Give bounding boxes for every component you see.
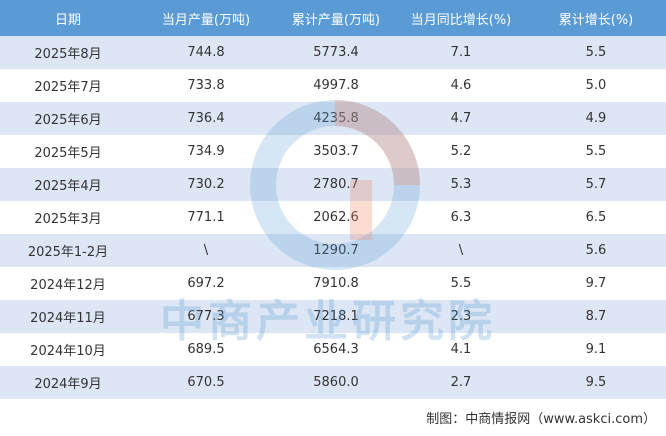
table-cell: 9.7 bbox=[585, 276, 607, 291]
table-cell: 2025年4月 bbox=[34, 179, 102, 194]
table-cell: 2024年9月 bbox=[34, 377, 102, 392]
table-cell: 8.7 bbox=[585, 309, 607, 324]
table-cell: 4.6 bbox=[450, 78, 472, 93]
table-cell: \ bbox=[458, 243, 464, 258]
table-cell: 7218.1 bbox=[313, 309, 359, 324]
table-row: 2024年11月 677.3 7218.1 2.3 8.7 bbox=[0, 300, 666, 333]
table-cell: 2062.6 bbox=[313, 210, 359, 225]
table-row: 2024年12月 697.2 7910.8 5.5 9.7 bbox=[0, 267, 666, 300]
table-cell: 2024年12月 bbox=[30, 278, 106, 293]
table-row: 2025年7月 733.8 4997.8 4.6 5.0 bbox=[0, 69, 666, 102]
table-cell: 744.8 bbox=[187, 45, 225, 60]
table-cell: 2.3 bbox=[450, 309, 472, 324]
table-cell: 2024年11月 bbox=[30, 311, 106, 326]
table-row: 2024年9月 670.5 5860.0 2.7 9.5 bbox=[0, 366, 666, 399]
table-cell: 5.5 bbox=[450, 276, 472, 291]
header-cell: 累计产量(万吨) bbox=[291, 12, 381, 28]
table-cell: 730.2 bbox=[187, 177, 225, 192]
table-cell: 5.2 bbox=[450, 144, 472, 159]
table-cell: 5860.0 bbox=[313, 375, 359, 390]
table-cell: 670.5 bbox=[187, 375, 225, 390]
header-cell: 累计增长(%) bbox=[558, 12, 634, 28]
table-cell: 1290.7 bbox=[313, 243, 359, 258]
footer-source: 制图：中商情报网（www.askci.com） bbox=[426, 412, 656, 427]
table-cell: 3503.7 bbox=[313, 144, 359, 159]
header-cell: 日期 bbox=[54, 12, 81, 28]
table-cell: 5.5 bbox=[585, 45, 607, 60]
table-cell: 5773.4 bbox=[313, 45, 359, 60]
table-cell: 2024年10月 bbox=[30, 344, 106, 359]
table-row: 2025年6月 736.4 4235.8 4.7 4.9 bbox=[0, 102, 666, 135]
table-cell: 2025年6月 bbox=[34, 113, 102, 128]
table-cell: 5.6 bbox=[585, 243, 607, 258]
table-cell: 7.1 bbox=[450, 45, 472, 60]
table-cell: 5.0 bbox=[585, 78, 607, 93]
table-row: 2025年8月 744.8 5773.4 7.1 5.5 bbox=[0, 36, 666, 69]
table-cell: 6.5 bbox=[585, 210, 607, 225]
table-cell: 4.1 bbox=[450, 342, 472, 357]
table-row: 2025年1-2月 \ 1290.7 \ 5.6 bbox=[0, 234, 666, 267]
table-cell: 7910.8 bbox=[313, 276, 359, 291]
table-cell: 2.7 bbox=[450, 375, 472, 390]
table-cell: 689.5 bbox=[187, 342, 225, 357]
table-cell: 677.3 bbox=[187, 309, 225, 324]
table-cell: 697.2 bbox=[187, 276, 225, 291]
table-row: 2025年3月 771.1 2062.6 6.3 6.5 bbox=[0, 201, 666, 234]
table-cell: 9.1 bbox=[585, 342, 607, 357]
header-cell: 当月产量(万吨) bbox=[161, 12, 251, 28]
table-cell: 6564.3 bbox=[313, 342, 359, 357]
table-cell: 5.5 bbox=[585, 144, 607, 159]
table-cell: 733.8 bbox=[187, 78, 225, 93]
table-cell: 2780.7 bbox=[313, 177, 359, 192]
table-cell: 4.7 bbox=[450, 111, 472, 126]
table-row: 2025年4月 730.2 2780.7 5.3 5.7 bbox=[0, 168, 666, 201]
header-row: 日期 当月产量(万吨) 累计产量(万吨) 当月同比增长(%) 累计增长(%) bbox=[0, 0, 666, 36]
table-cell: 771.1 bbox=[187, 210, 225, 225]
table-cell: 736.4 bbox=[187, 111, 225, 126]
table-cell: 5.7 bbox=[585, 177, 607, 192]
table-row: 2025年5月 734.9 3503.7 5.2 5.5 bbox=[0, 135, 666, 168]
table-cell: 2025年7月 bbox=[34, 80, 102, 95]
header-cell: 当月同比增长(%) bbox=[410, 12, 512, 28]
table-cell: 2025年3月 bbox=[34, 212, 102, 227]
table-cell: \ bbox=[203, 243, 209, 258]
table-cell: 2025年1-2月 bbox=[27, 245, 109, 260]
table-cell: 4.9 bbox=[585, 111, 607, 126]
table-cell: 4997.8 bbox=[313, 78, 359, 93]
table-cell: 2025年8月 bbox=[34, 47, 102, 62]
table-cell: 734.9 bbox=[187, 144, 225, 159]
table-cell: 9.5 bbox=[585, 375, 607, 390]
table-row: 2024年10月 689.5 6564.3 4.1 9.1 bbox=[0, 333, 666, 366]
table-cell: 5.3 bbox=[450, 177, 472, 192]
table-cell: 2025年5月 bbox=[34, 146, 102, 161]
table-cell: 6.3 bbox=[450, 210, 472, 225]
table-cell: 4235.8 bbox=[313, 111, 359, 126]
